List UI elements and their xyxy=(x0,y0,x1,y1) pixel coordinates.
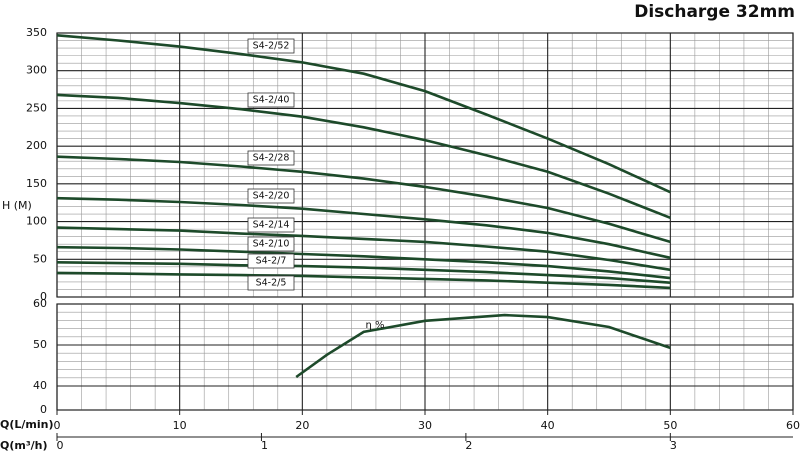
curve-label-box xyxy=(247,38,295,54)
curve-label: S4-2/14 xyxy=(253,220,290,231)
curve-label: S4-2/7 xyxy=(256,256,287,267)
chart-title: Discharge 32mm xyxy=(634,2,795,22)
curve-label: S4-2/40 xyxy=(253,95,290,106)
curve-label-box xyxy=(247,188,295,204)
x-tick-label: 10 xyxy=(173,419,187,432)
curve-label: S4-2/10 xyxy=(253,239,290,250)
x-tick-label: 50 xyxy=(663,419,677,432)
y-tick-label: 0 xyxy=(40,290,47,303)
x2-tick-label: 2 xyxy=(465,439,472,452)
y-tick-label: 0 xyxy=(40,403,47,416)
y-tick-label: 150 xyxy=(26,177,47,190)
y-axis-label: H (M) xyxy=(2,199,32,212)
x-tick-label: 0 xyxy=(54,419,61,432)
curve xyxy=(56,261,671,284)
y-tick-label: 50 xyxy=(33,338,47,351)
curve-label-box xyxy=(247,92,295,108)
curve-label-box xyxy=(247,275,295,291)
x-tick-label: 40 xyxy=(541,419,555,432)
x2-tick-label: 1 xyxy=(261,439,268,452)
x2-axis-label: Q(m³/h) xyxy=(0,439,48,452)
curve xyxy=(56,34,671,194)
x2-tick-label: 3 xyxy=(670,439,677,452)
curve-label: η % xyxy=(365,320,384,331)
curve-label-box xyxy=(247,217,295,233)
x-axis-label: Q(L/min) xyxy=(0,418,54,431)
curve xyxy=(56,271,671,290)
y-tick-label: 350 xyxy=(26,26,47,39)
curve-label-box xyxy=(247,253,295,269)
curve-label: S4-2/5 xyxy=(256,278,287,289)
curve xyxy=(295,313,671,379)
y-tick-label: 40 xyxy=(33,379,47,392)
curve-label: S4-2/28 xyxy=(253,153,290,164)
curve-label: S4-2/20 xyxy=(253,191,290,202)
curve-label: S4-2/52 xyxy=(253,41,290,52)
curve-label-box xyxy=(247,236,295,252)
y-tick-label: 200 xyxy=(26,139,47,152)
curve xyxy=(56,155,671,244)
y-tick-label: 250 xyxy=(26,101,47,114)
y-tick-label: 50 xyxy=(33,252,47,265)
y-tick-label: 60 xyxy=(33,297,47,310)
curve xyxy=(56,196,671,260)
curve xyxy=(56,93,671,220)
y-tick-label: 100 xyxy=(26,215,47,228)
y-tick-label: 300 xyxy=(26,64,47,77)
curve-label-box xyxy=(247,150,295,166)
curve xyxy=(56,226,671,272)
curve xyxy=(56,245,671,280)
x-tick-label: 20 xyxy=(295,419,309,432)
x-tick-label: 60 xyxy=(786,419,800,432)
x2-tick-label: 0 xyxy=(57,439,64,452)
x-tick-label: 30 xyxy=(418,419,432,432)
